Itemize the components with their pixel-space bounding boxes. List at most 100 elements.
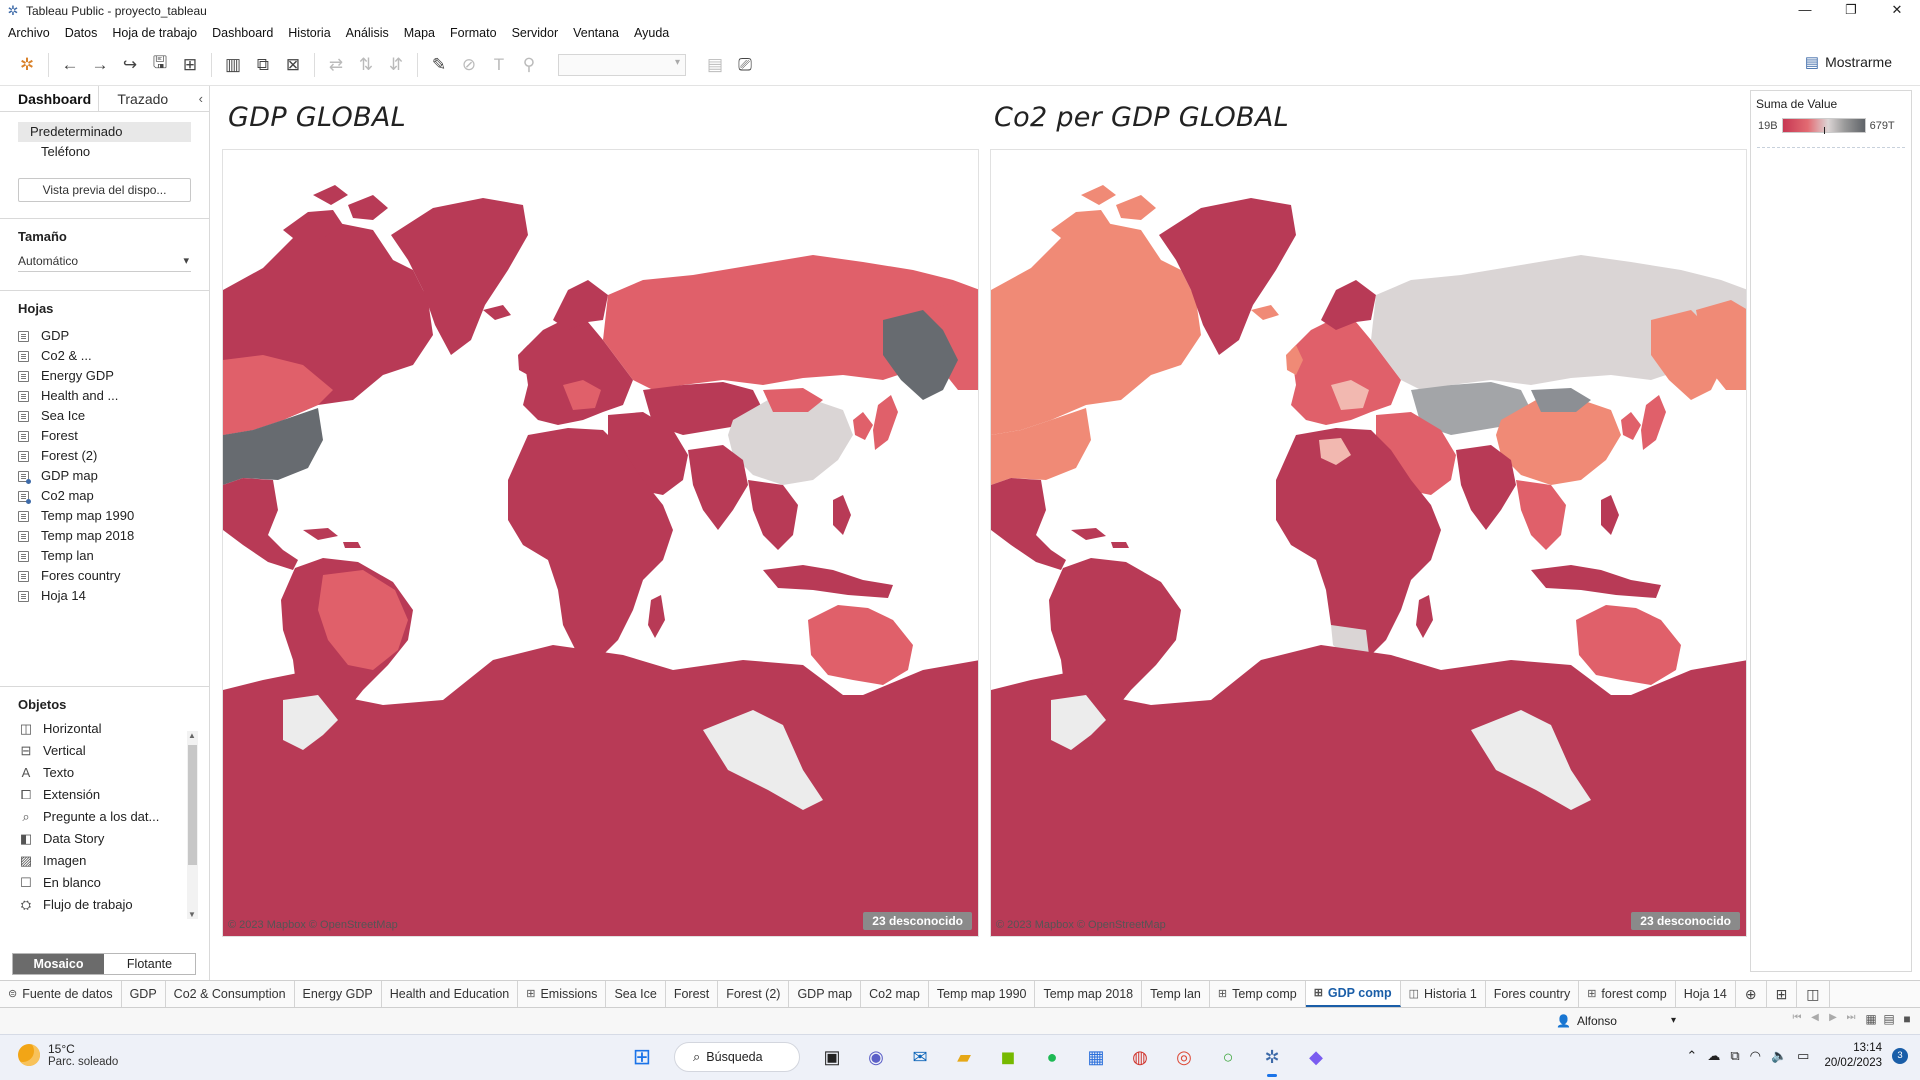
menu-formato[interactable]: Formato	[450, 26, 497, 40]
tray-network-app-icon[interactable]: ☁	[1707, 1048, 1721, 1063]
iceland[interactable]	[483, 305, 511, 320]
collapse-panel-icon[interactable]: ‹	[198, 91, 203, 106]
antarctica-ice-shelf-2[interactable]	[1471, 710, 1591, 810]
tab-emissions[interactable]: ⊞ Emissions	[518, 981, 607, 1007]
tab-gdp-map[interactable]: GDP map	[789, 981, 862, 1007]
arctic-islands[interactable]	[1051, 185, 1156, 242]
antarctica[interactable]	[223, 645, 979, 937]
korea-japan[interactable]	[853, 395, 898, 450]
pin-icon[interactable]: ⚲	[522, 54, 536, 74]
last-sheet-icon[interactable]: ⏭	[1846, 1012, 1856, 1023]
object-data-story[interactable]: ◧ Data Story	[18, 828, 192, 850]
tab-forest-comp[interactable]: ⊞ forest comp	[1579, 981, 1676, 1007]
tab-data-source[interactable]: ⊜ Fuente de datos	[0, 981, 122, 1007]
mexico[interactable]	[223, 478, 298, 570]
tab-energy-gdp[interactable]: Energy GDP	[295, 981, 382, 1007]
prev-sheet-icon[interactable]: ◀	[1811, 1012, 1819, 1023]
antarctica[interactable]	[991, 645, 1747, 937]
arctic-islands[interactable]	[283, 185, 388, 242]
object-text[interactable]: A Texto	[18, 762, 192, 784]
menu-ventana[interactable]: Ventana	[573, 26, 619, 40]
nvidia-icon[interactable]: ◼	[1000, 1046, 1016, 1067]
alaska-wrap[interactable]	[1651, 310, 1726, 400]
sheet-item[interactable]: Temp map 2018	[18, 526, 191, 546]
presentation-icon[interactable]: ⎚	[738, 54, 752, 74]
map2-unknown-indicator[interactable]: 23 desconocido	[1631, 912, 1740, 930]
scroll-down-icon[interactable]: ▼	[188, 910, 196, 919]
clear-sheet-icon[interactable]: ⊠	[285, 54, 301, 74]
tab-fores-country[interactable]: Fores country	[1486, 981, 1580, 1007]
object-image[interactable]: ▨ Imagen	[18, 850, 192, 872]
caribbean[interactable]	[1071, 528, 1129, 548]
scroll-up-icon[interactable]: ▲	[188, 731, 196, 740]
gdp-map[interactable]: © 2023 Mapbox © OpenStreetMap 23 descono…	[222, 149, 979, 937]
europe[interactable]	[1291, 320, 1401, 425]
mongolia[interactable]	[763, 388, 823, 412]
maximize-icon[interactable]: ❐	[1845, 2, 1857, 17]
task-view-icon[interactable]: ▣	[823, 1046, 841, 1067]
sheet-item[interactable]: Energy GDP	[18, 366, 191, 386]
map1-unknown-indicator[interactable]: 23 desconocido	[863, 912, 972, 930]
sheet-item[interactable]: Fores country	[18, 566, 191, 586]
sheet-item[interactable]: Hoja 14	[18, 586, 191, 606]
weather-widget[interactable]: 15°C Parc. soleado	[18, 1042, 118, 1068]
antarctica-ice-shelf-2[interactable]	[703, 710, 823, 810]
device-default[interactable]: Predeterminado	[18, 122, 191, 142]
sort-desc-icon[interactable]: ⇵	[388, 54, 404, 74]
sheet-item[interactable]: Health and ...	[18, 386, 191, 406]
tab-gdp[interactable]: GDP	[122, 981, 166, 1007]
tab-forest-2[interactable]: Forest (2)	[718, 981, 790, 1007]
object-vertical[interactable]: ⊟ Vertical	[18, 740, 192, 762]
sheet-item[interactable]: Temp lan	[18, 546, 191, 566]
tab-temp-comp[interactable]: ⊞ Temp comp	[1210, 981, 1306, 1007]
show-me-button[interactable]: ▤ Mostrarme	[1805, 53, 1892, 71]
antarctica-ice-shelf-1[interactable]	[283, 695, 338, 750]
new-dashboard-icon[interactable]: ⊞	[1767, 981, 1798, 1007]
object-workflow[interactable]: ⛭ Flujo de trabajo	[18, 894, 192, 916]
chrome-icon[interactable]: ◎	[1176, 1046, 1192, 1067]
menu-analisis[interactable]: Análisis	[345, 26, 389, 40]
usa[interactable]	[223, 408, 323, 485]
sheet-item[interactable]: Temp map 1990	[18, 506, 191, 526]
show-cards-icon[interactable]: ▤	[706, 54, 724, 74]
tab-layout[interactable]: Trazado	[117, 91, 169, 107]
duplicate-sheet-icon[interactable]: ⧉	[256, 54, 270, 74]
tabs-view-icon[interactable]: ■	[1903, 1012, 1911, 1026]
device-preview-button[interactable]: Vista previa del dispo...	[18, 178, 191, 202]
north-america-north[interactable]	[991, 222, 1201, 435]
madagascar[interactable]	[648, 595, 665, 638]
tab-co2-map[interactable]: Co2 map	[861, 981, 929, 1007]
menu-dashboard[interactable]: Dashboard	[212, 26, 274, 40]
europe-east[interactable]	[563, 380, 601, 410]
user-menu[interactable]: 👤 Alfonso	[1556, 1011, 1676, 1031]
tab-temp-map-2018[interactable]: Temp map 2018	[1035, 981, 1143, 1007]
app-red-icon[interactable]: ◍	[1132, 1046, 1148, 1067]
madagascar[interactable]	[1416, 595, 1433, 638]
scroll-thumb[interactable]	[188, 745, 197, 865]
mexico[interactable]	[991, 478, 1066, 570]
notification-badge[interactable]: 3	[1892, 1048, 1908, 1064]
tab-hoja-14[interactable]: Hoja 14	[1676, 981, 1736, 1007]
uk[interactable]	[518, 345, 535, 375]
alaska-wrap[interactable]	[883, 310, 958, 400]
tab-sea-ice[interactable]: Sea Ice	[606, 981, 666, 1007]
indonesia[interactable]	[1531, 565, 1661, 598]
new-datasource-icon[interactable]: ⊞	[182, 54, 198, 74]
object-horizontal[interactable]: ◫ Horizontal	[18, 718, 192, 740]
southeast-asia[interactable]	[748, 480, 798, 550]
sheet-item[interactable]: Co2 map	[18, 486, 191, 506]
object-extension[interactable]: ⧠ Extensión	[18, 784, 192, 806]
sheet-item[interactable]: Forest	[18, 426, 191, 446]
sheet-item[interactable]: GDP	[18, 326, 191, 346]
windows-start-icon[interactable]: ⊞	[632, 1044, 652, 1069]
color-legend[interactable]: Suma de Value 19B 679T	[1750, 90, 1912, 972]
new-sheet-icon[interactable]: ▥	[224, 54, 242, 74]
co2-gdp-map[interactable]: © 2023 Mapbox © OpenStreetMap 23 descono…	[990, 149, 1747, 937]
label-icon[interactable]: T	[493, 54, 505, 74]
australia[interactable]	[1576, 605, 1681, 685]
gdp-map-svg[interactable]	[223, 150, 979, 937]
redo-icon[interactable]: ↪	[122, 54, 138, 74]
tab-gdp-comp[interactable]: ⊞ GDP comp	[1305, 981, 1401, 1007]
floating-button[interactable]: Flotante	[126, 957, 173, 971]
caribbean[interactable]	[303, 528, 361, 548]
